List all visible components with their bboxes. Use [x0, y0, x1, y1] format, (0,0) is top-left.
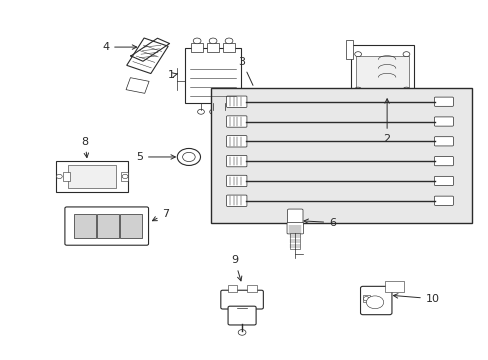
- FancyBboxPatch shape: [434, 137, 452, 146]
- Circle shape: [366, 296, 383, 309]
- Bar: [126, 78, 149, 93]
- Circle shape: [182, 152, 195, 162]
- Text: 10: 10: [392, 294, 439, 304]
- Circle shape: [354, 87, 361, 92]
- Circle shape: [224, 38, 232, 44]
- Bar: [185, 48, 241, 103]
- Bar: [384, 281, 403, 292]
- Bar: [56, 161, 128, 192]
- FancyBboxPatch shape: [434, 176, 452, 185]
- Text: 6: 6: [304, 217, 335, 228]
- FancyBboxPatch shape: [226, 116, 246, 127]
- Bar: [121, 172, 128, 181]
- FancyBboxPatch shape: [226, 136, 246, 147]
- Circle shape: [238, 329, 245, 335]
- Bar: [350, 45, 413, 95]
- FancyBboxPatch shape: [434, 157, 452, 166]
- FancyBboxPatch shape: [227, 306, 256, 325]
- Bar: [120, 214, 142, 238]
- FancyBboxPatch shape: [226, 175, 246, 186]
- FancyBboxPatch shape: [65, 207, 148, 245]
- Circle shape: [209, 38, 217, 44]
- Circle shape: [193, 38, 201, 44]
- Text: 4: 4: [102, 42, 137, 52]
- Circle shape: [402, 87, 409, 92]
- FancyBboxPatch shape: [434, 97, 452, 106]
- Circle shape: [402, 52, 409, 57]
- Circle shape: [354, 52, 361, 57]
- Bar: [68, 165, 116, 188]
- FancyBboxPatch shape: [226, 96, 246, 107]
- FancyBboxPatch shape: [286, 222, 303, 234]
- Bar: [246, 284, 256, 292]
- Bar: [210, 88, 471, 222]
- FancyBboxPatch shape: [221, 290, 263, 309]
- Bar: [207, 42, 219, 51]
- Bar: [97, 214, 119, 238]
- FancyBboxPatch shape: [287, 209, 303, 225]
- Bar: [74, 214, 96, 238]
- Bar: [362, 295, 369, 302]
- Circle shape: [363, 297, 368, 301]
- Circle shape: [209, 109, 216, 114]
- Bar: [63, 172, 70, 181]
- Circle shape: [122, 174, 128, 179]
- Bar: [227, 284, 237, 292]
- Bar: [191, 42, 203, 51]
- Text: 9: 9: [231, 255, 242, 281]
- Circle shape: [222, 109, 228, 114]
- FancyBboxPatch shape: [434, 196, 452, 205]
- Text: 2: 2: [383, 99, 390, 144]
- Bar: [290, 233, 300, 249]
- Bar: [223, 42, 234, 51]
- Text: 7: 7: [152, 209, 169, 221]
- Bar: [346, 40, 352, 59]
- FancyBboxPatch shape: [226, 195, 246, 206]
- Bar: [355, 56, 408, 91]
- Circle shape: [197, 109, 204, 114]
- FancyBboxPatch shape: [226, 156, 246, 167]
- Text: 3: 3: [238, 57, 252, 85]
- Text: 8: 8: [81, 136, 88, 158]
- Circle shape: [56, 174, 62, 179]
- FancyBboxPatch shape: [360, 286, 391, 315]
- Bar: [126, 38, 168, 73]
- Circle shape: [177, 148, 200, 166]
- Text: 5: 5: [136, 152, 175, 162]
- FancyBboxPatch shape: [434, 117, 452, 126]
- Text: 1: 1: [167, 71, 177, 80]
